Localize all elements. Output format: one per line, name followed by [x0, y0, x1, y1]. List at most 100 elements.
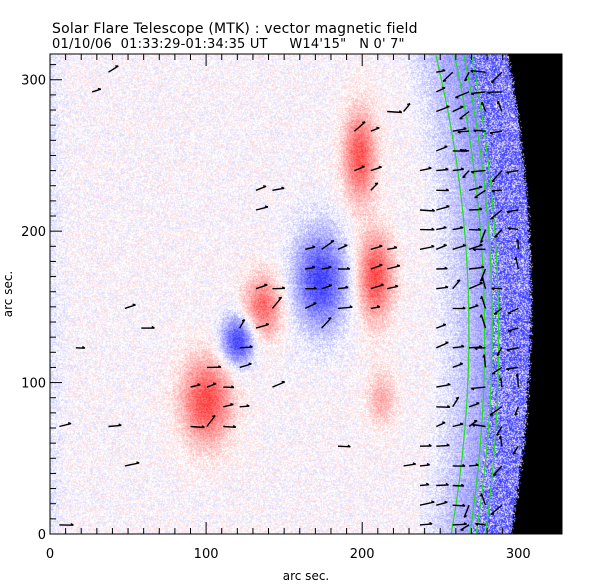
field-vector — [239, 346, 253, 349]
field-vector-head — [396, 264, 401, 267]
field-vector — [436, 244, 447, 250]
field-vector — [370, 182, 379, 191]
field-vector-head — [461, 344, 465, 348]
field-vector — [499, 435, 503, 447]
field-vector — [452, 523, 467, 526]
field-vector-head — [442, 80, 447, 82]
contour-3 — [463, 55, 493, 535]
field-vector-head — [70, 523, 74, 526]
field-vector-head — [444, 500, 448, 503]
field-vector — [472, 423, 486, 428]
field-vector-head — [480, 296, 483, 300]
field-vector — [471, 386, 486, 390]
field-vector-head — [398, 110, 403, 114]
field-vector-head — [480, 278, 484, 282]
field-vector-head — [473, 129, 477, 133]
field-vector-head — [446, 105, 450, 108]
x-tick-label: 300 — [506, 547, 531, 562]
field-vector — [475, 522, 486, 526]
field-vector-head — [379, 263, 383, 266]
field-vector-head — [328, 284, 333, 287]
field-vector — [452, 227, 464, 231]
field-vector-head — [479, 314, 482, 318]
field-vector-head — [347, 444, 351, 448]
field-vector — [354, 165, 365, 172]
field-vector — [474, 189, 486, 199]
field-vector — [452, 168, 464, 172]
field-vector — [506, 169, 519, 173]
field-vector-head — [462, 176, 466, 179]
field-vector-head — [491, 180, 495, 183]
field-vector-head — [349, 305, 353, 308]
field-vector — [419, 523, 433, 526]
field-vector — [468, 282, 483, 290]
field-vector — [512, 445, 519, 455]
y-axis-label: arc sec. — [1, 271, 15, 317]
field-vector — [436, 168, 449, 172]
field-vector-head — [445, 482, 449, 486]
field-vector-head — [231, 385, 235, 389]
field-vector — [255, 323, 269, 329]
field-vector-head — [212, 382, 217, 385]
field-vector-head — [460, 483, 465, 487]
field-vector — [493, 307, 503, 315]
field-vector-head — [463, 515, 468, 518]
field-vector-head — [264, 205, 269, 208]
field-vector-head — [493, 473, 497, 477]
field-vector — [436, 69, 446, 73]
field-vector — [468, 420, 478, 428]
field-vector-head — [491, 81, 495, 84]
field-vector — [491, 170, 503, 183]
field-vector-head — [506, 211, 510, 214]
contour-2 — [454, 55, 486, 535]
field-vector — [321, 317, 332, 329]
plot-frame — [49, 53, 563, 535]
field-vector — [271, 296, 283, 309]
field-vector-head — [136, 461, 140, 464]
field-vector — [492, 465, 503, 476]
field-vector-head — [345, 285, 349, 289]
field-vector-head — [378, 165, 382, 168]
field-vector-head — [394, 284, 399, 287]
x-tick-label: 100 — [194, 547, 219, 562]
field-vector — [480, 295, 487, 309]
field-vector — [452, 106, 464, 113]
field-vector-head — [478, 344, 483, 348]
field-vector-head — [312, 245, 316, 248]
field-vector-head — [455, 396, 460, 400]
field-vector — [470, 70, 486, 73]
field-vector — [353, 121, 366, 132]
field-vector-head — [197, 383, 201, 386]
field-vector — [462, 170, 470, 178]
field-vector-head — [462, 463, 466, 467]
field-vector-head — [475, 304, 479, 307]
field-vector — [479, 268, 487, 282]
field-vector — [419, 501, 435, 506]
field-vector — [239, 319, 246, 329]
field-vector — [436, 105, 450, 113]
field-vector — [455, 91, 470, 99]
field-vector-head — [476, 401, 480, 404]
field-vector-head — [494, 235, 498, 238]
y-tick-label: 300 — [21, 74, 46, 89]
field-vector-head — [212, 414, 216, 418]
field-vector — [272, 381, 285, 388]
field-vector — [489, 406, 503, 416]
field-vector — [469, 266, 485, 270]
field-vector-head — [480, 493, 483, 497]
field-vector — [471, 169, 486, 173]
field-vector-head — [312, 265, 316, 269]
field-vector-head — [479, 243, 483, 246]
field-vector-head — [361, 165, 365, 168]
field-vector-head — [380, 283, 384, 286]
field-vector-head — [118, 423, 122, 427]
field-vector-head — [482, 354, 485, 358]
field-vector-head — [97, 87, 101, 90]
field-vector — [321, 284, 333, 290]
field-vector — [515, 256, 519, 270]
field-vector — [337, 244, 348, 250]
field-vector — [419, 167, 432, 172]
vector-field — [59, 65, 519, 531]
field-vector — [495, 426, 503, 436]
field-vector-head — [514, 256, 517, 261]
